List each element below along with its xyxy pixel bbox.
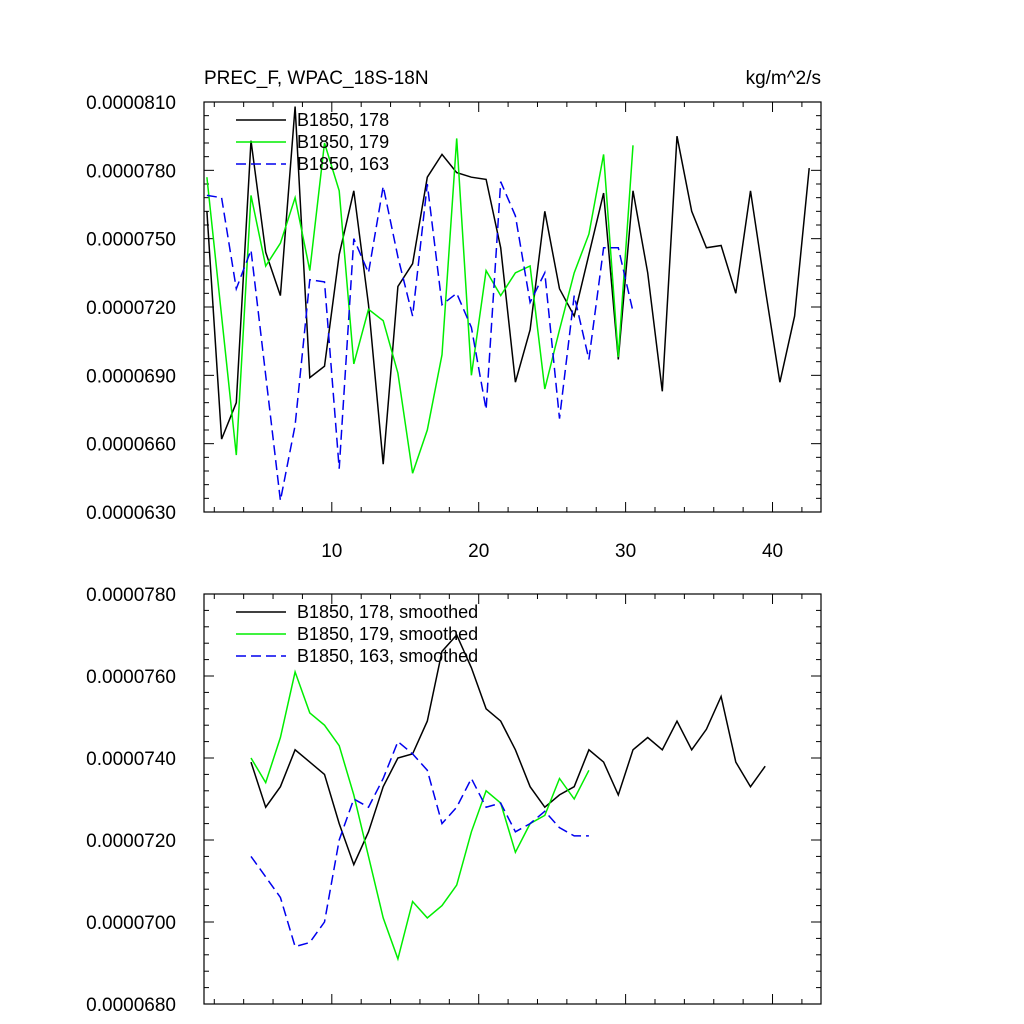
bottom-series-line-3 xyxy=(250,740,589,948)
y-tick-label: 0.0000760 xyxy=(86,667,176,688)
top-panel-units: kg/m^2/s xyxy=(746,68,821,89)
y-tick-label: 0.0000680 xyxy=(86,995,176,1016)
y-tick-label: 0.0000720 xyxy=(86,298,176,319)
top-panel-ytick-labels: 0.0000630 0.0000660 0.0000690 0.0000720 0.00… xyxy=(86,93,176,524)
y-tick-label: 0.0000780 xyxy=(86,585,176,606)
y-tick-label: 0.0000690 xyxy=(86,366,176,387)
x-tick-label: 40 xyxy=(762,541,783,562)
y-tick-label: 0.0000660 xyxy=(86,435,176,456)
x-tick-label: 30 xyxy=(615,541,636,562)
bottom-legend-label-1: B1850, 178, smoothed xyxy=(297,602,478,622)
top-panel: PREC_F, WPAC_18S-18N kg/m^2/s 0.00006300… xyxy=(86,68,822,562)
top-panel-series xyxy=(206,106,810,501)
bottom-panel-series xyxy=(250,633,766,962)
y-tick-label: 0.0000750 xyxy=(86,230,176,251)
x-tick-label: 10 xyxy=(321,541,342,562)
top-legend-label-1: B1850, 178 xyxy=(297,110,389,130)
bottom-panel: 0.0000680 0.0000700 0.0000720 0.0000740 0.00… xyxy=(86,585,822,1016)
top-panel-title: PREC_F, WPAC_18S-18N xyxy=(204,68,429,89)
y-tick-label: 0.0000700 xyxy=(86,913,176,934)
y-tick-label: 0.0000630 xyxy=(86,503,176,524)
top-legend-label-2: B1850, 179 xyxy=(297,132,389,152)
bottom-panel-ytick-labels: 0.0000680 0.0000700 0.0000720 0.0000740 0.00… xyxy=(86,585,176,1016)
bottom-legend-label-2: B1850, 179, smoothed xyxy=(297,624,478,644)
top-panel-ticks xyxy=(204,101,821,513)
bottom-series-line-2 xyxy=(250,669,590,962)
top-series-line-2 xyxy=(206,138,634,474)
bottom-legend-label-3: B1850, 163, smoothed xyxy=(297,646,478,666)
top-panel-xtick-labels: 10 20 30 40 xyxy=(321,541,783,562)
top-series-line-1 xyxy=(206,106,810,465)
top-series-line-3 xyxy=(206,181,634,501)
y-tick-label: 0.0000780 xyxy=(86,161,176,182)
top-legend-label-3: B1850, 163 xyxy=(297,154,389,174)
bottom-panel-frame xyxy=(203,593,822,1005)
y-tick-label: 0.0000810 xyxy=(86,93,176,114)
x-tick-label: 20 xyxy=(468,541,489,562)
y-tick-label: 0.0000720 xyxy=(86,831,176,852)
y-tick-label: 0.0000740 xyxy=(86,749,176,770)
bottom-series-line-1 xyxy=(250,633,766,867)
bottom-panel-ticks xyxy=(204,593,821,1005)
